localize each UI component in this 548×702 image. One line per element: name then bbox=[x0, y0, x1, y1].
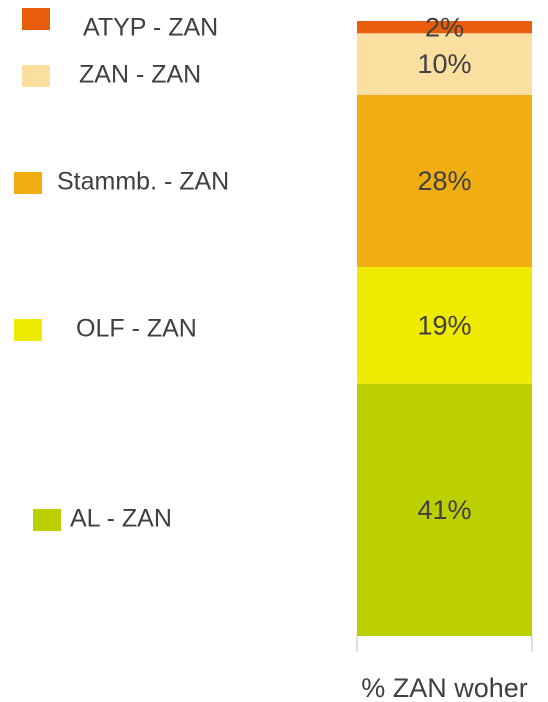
legend-swatch bbox=[22, 8, 50, 30]
legend-swatch bbox=[14, 319, 42, 341]
legend-swatch bbox=[14, 172, 42, 194]
legend-label: OLF - ZAN bbox=[76, 315, 197, 343]
bar-segment bbox=[357, 21, 532, 34]
legend-swatch bbox=[33, 509, 61, 531]
bar-segment bbox=[357, 383, 532, 636]
legend-label: ZAN - ZAN bbox=[79, 61, 201, 89]
data-label: 2% bbox=[425, 12, 464, 42]
legend-swatch bbox=[22, 65, 50, 87]
bar-segment bbox=[357, 94, 532, 267]
legend-label: Stammb. - ZAN bbox=[57, 168, 229, 196]
legend-label: ATYP - ZAN bbox=[83, 14, 218, 42]
bar-segment bbox=[357, 267, 532, 384]
data-label: 10% bbox=[417, 49, 471, 79]
x-tick-label: % ZAN woher bbox=[361, 673, 528, 702]
data-label: 19% bbox=[417, 311, 471, 341]
legend-label: AL - ZAN bbox=[70, 505, 172, 533]
data-label: 28% bbox=[417, 166, 471, 196]
bar-segment bbox=[357, 33, 532, 95]
data-label: 41% bbox=[417, 495, 471, 525]
